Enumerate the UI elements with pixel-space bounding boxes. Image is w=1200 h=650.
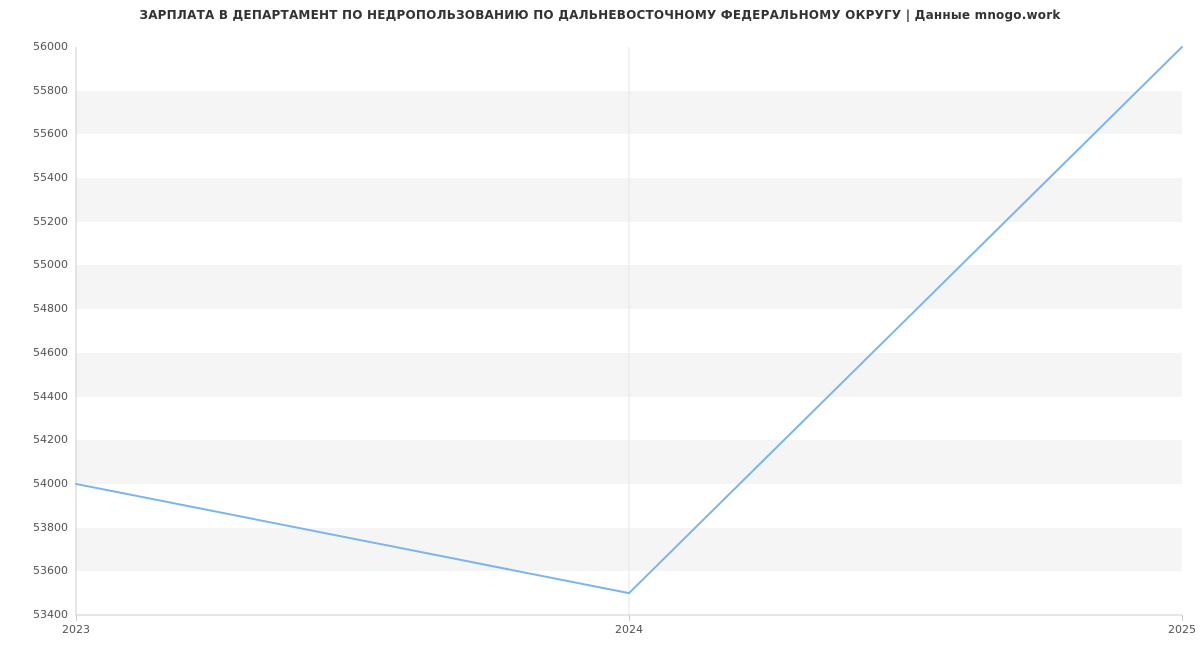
x-tick-mark <box>1182 615 1183 621</box>
x-tick-mark <box>76 615 77 621</box>
y-tick-label: 54600 <box>0 346 68 359</box>
y-tick-label: 55200 <box>0 215 68 228</box>
y-tick-label: 54000 <box>0 477 68 490</box>
y-tick-label: 53400 <box>0 608 68 621</box>
y-tick-label: 53600 <box>0 564 68 577</box>
y-tick-label: 56000 <box>0 40 68 53</box>
y-tick-label: 53800 <box>0 521 68 534</box>
x-tick-label: 2025 <box>1168 623 1196 636</box>
x-tick-mark <box>629 615 630 621</box>
line-layer <box>76 47 1182 615</box>
y-tick-label: 54800 <box>0 302 68 315</box>
y-tick-label: 55600 <box>0 127 68 140</box>
x-tick-label: 2023 <box>62 623 90 636</box>
y-tick-label: 54200 <box>0 433 68 446</box>
y-tick-label: 55800 <box>0 84 68 97</box>
chart-title: ЗАРПЛАТА В ДЕПАРТАМЕНТ ПО НЕДРОПОЛЬЗОВАН… <box>0 8 1200 22</box>
x-tick-label: 2024 <box>615 623 643 636</box>
y-tick-label: 55400 <box>0 171 68 184</box>
y-tick-label: 54400 <box>0 390 68 403</box>
salary-line-chart: ЗАРПЛАТА В ДЕПАРТАМЕНТ ПО НЕДРОПОЛЬЗОВАН… <box>0 0 1200 650</box>
plot-area <box>76 47 1182 615</box>
y-tick-label: 55000 <box>0 258 68 271</box>
